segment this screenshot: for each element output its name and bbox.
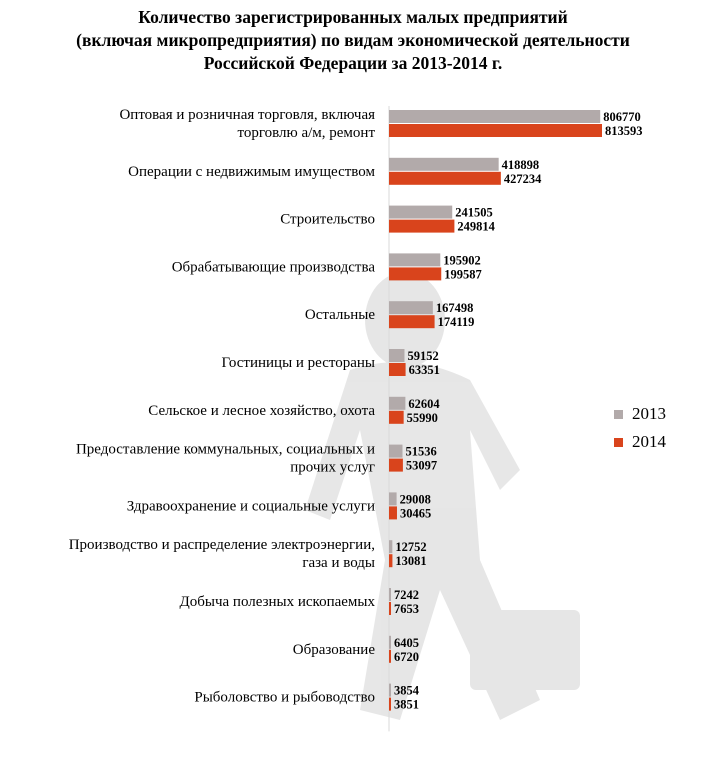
category-label: Операции с недвижимым имуществом [128,164,375,180]
bar-2013 [389,683,391,697]
data-label-2014: 3851 [394,698,419,712]
data-label-2013: 7242 [394,588,419,602]
data-label-2014: 7653 [394,602,419,616]
category-label-line: Сельское и лесное хозяйство, охота [148,403,375,419]
chart-title-line-2: (включая микропредприятия) по видам экон… [76,30,630,50]
legend-label-2014: 2014 [632,432,666,451]
category-label: Остальные [305,307,375,323]
category-label: Оптовая и розничная торговля, включая тор… [119,107,375,141]
legend: 2013 2014 [614,400,666,456]
bar-2014 [389,506,397,520]
data-label-2014: 6720 [394,650,419,664]
category-label-line: Предоставление коммунальных, социальных … [76,442,375,458]
data-label-2013: 59152 [407,349,438,363]
category-label: Гостиницы и рестораны [222,355,375,371]
bar-2013 [389,396,406,410]
data-label-2013: 3854 [394,684,420,698]
data-label-2014: 813593 [605,124,643,138]
legend-swatch-2013 [614,409,623,419]
chart-title: Количество зарегистрированных малых пред… [0,6,706,75]
data-label-2014: 63351 [409,363,440,377]
bar-2013 [389,540,393,554]
category-label-line: Строительство [280,212,375,228]
bar-2013 [389,110,601,123]
category-label: Рыболовство и рыбоводство [194,690,375,706]
legend-label-2013: 2013 [632,404,666,423]
category-label-line: Рыболовство и рыбоводство [194,690,375,706]
bar-2014 [389,458,403,472]
data-label-2013: 418898 [502,158,540,172]
bar-2013 [389,492,397,506]
data-label-2014: 249814 [457,220,495,234]
category-label-line: Гостиницы и рестораны [222,355,375,371]
data-label-2013: 167498 [436,301,474,315]
bar-2013 [389,253,441,267]
data-label-2013: 29008 [400,492,431,506]
category-label: Сельское и лесное хозяйство, охота [148,403,375,419]
data-label-2014: 174119 [438,315,475,329]
bar-2014 [389,219,455,233]
category-label: Производство и распределение электроэнер… [69,537,375,571]
bar-2013 [389,349,405,362]
bar-2014 [389,124,602,137]
bar-2014 [389,602,392,615]
data-label-2013: 6405 [394,636,419,650]
data-label-2013: 12752 [395,540,426,554]
legend-swatch-2014 [614,437,623,447]
category-label: Предоставление коммунальных, социальных … [76,442,375,476]
data-label-2014: 53097 [406,459,437,473]
legend-item-2013: 2013 [614,400,666,428]
bar-2014 [389,697,391,711]
category-label: Обрабатывающие производства [172,259,376,275]
data-label-2013: 51536 [405,445,436,459]
bar-2013 [389,301,433,315]
category-label-line: Производство и распределение электроэнер… [69,537,375,553]
bar-2014 [389,554,393,568]
bar-2014 [389,410,404,424]
category-label: Добыча полезных ископаемых [180,594,376,610]
legend-item-2014: 2014 [614,428,666,456]
chart-title-line-3: Российской Федерации за 2013-2014 г. [203,53,503,73]
data-label-2014: 30465 [400,506,431,520]
data-label-2014: 13081 [395,554,426,568]
category-label: Строительство [280,212,375,228]
data-label-2013: 62604 [408,397,440,411]
bar-2013 [389,205,453,219]
bar-2013 [389,157,499,171]
category-label-line: Оптовая и розничная торговля, включая [119,107,375,123]
category-label-line: Обрабатывающие производства [172,259,376,275]
bar-2014 [389,267,442,281]
data-label-2013: 195902 [443,253,481,267]
bar-2014 [389,649,391,663]
data-label-2014: 199587 [444,267,482,281]
category-label-line: газа и воды [302,555,375,571]
bar-2014 [389,315,435,329]
category-label-line: Образование [293,642,376,658]
bar-2013 [389,444,403,458]
category-label: Образование [293,642,376,658]
category-label: Здравоохранение и социальные услуги [127,498,375,514]
bar-2014 [389,171,501,185]
bar-2014 [389,363,406,376]
category-label-line: Добыча полезных ископаемых [180,594,376,610]
bar-2013 [389,635,391,649]
bar-2013 [389,588,391,601]
category-label-line: Остальные [305,307,375,323]
chart-title-line-1: Количество зарегистрированных малых пред… [138,7,568,27]
category-label-line: Здравоохранение и социальные услуги [127,498,375,514]
data-label-2014: 427234 [504,172,542,186]
category-label-line: торговлю а/м, ремонт [237,125,375,141]
category-label-line: прочих услуг [290,460,375,476]
category-label-line: Операции с недвижимым имуществом [128,164,375,180]
data-label-2013: 806770 [603,110,641,124]
data-label-2014: 55990 [407,411,438,425]
data-label-2013: 241505 [455,206,493,220]
